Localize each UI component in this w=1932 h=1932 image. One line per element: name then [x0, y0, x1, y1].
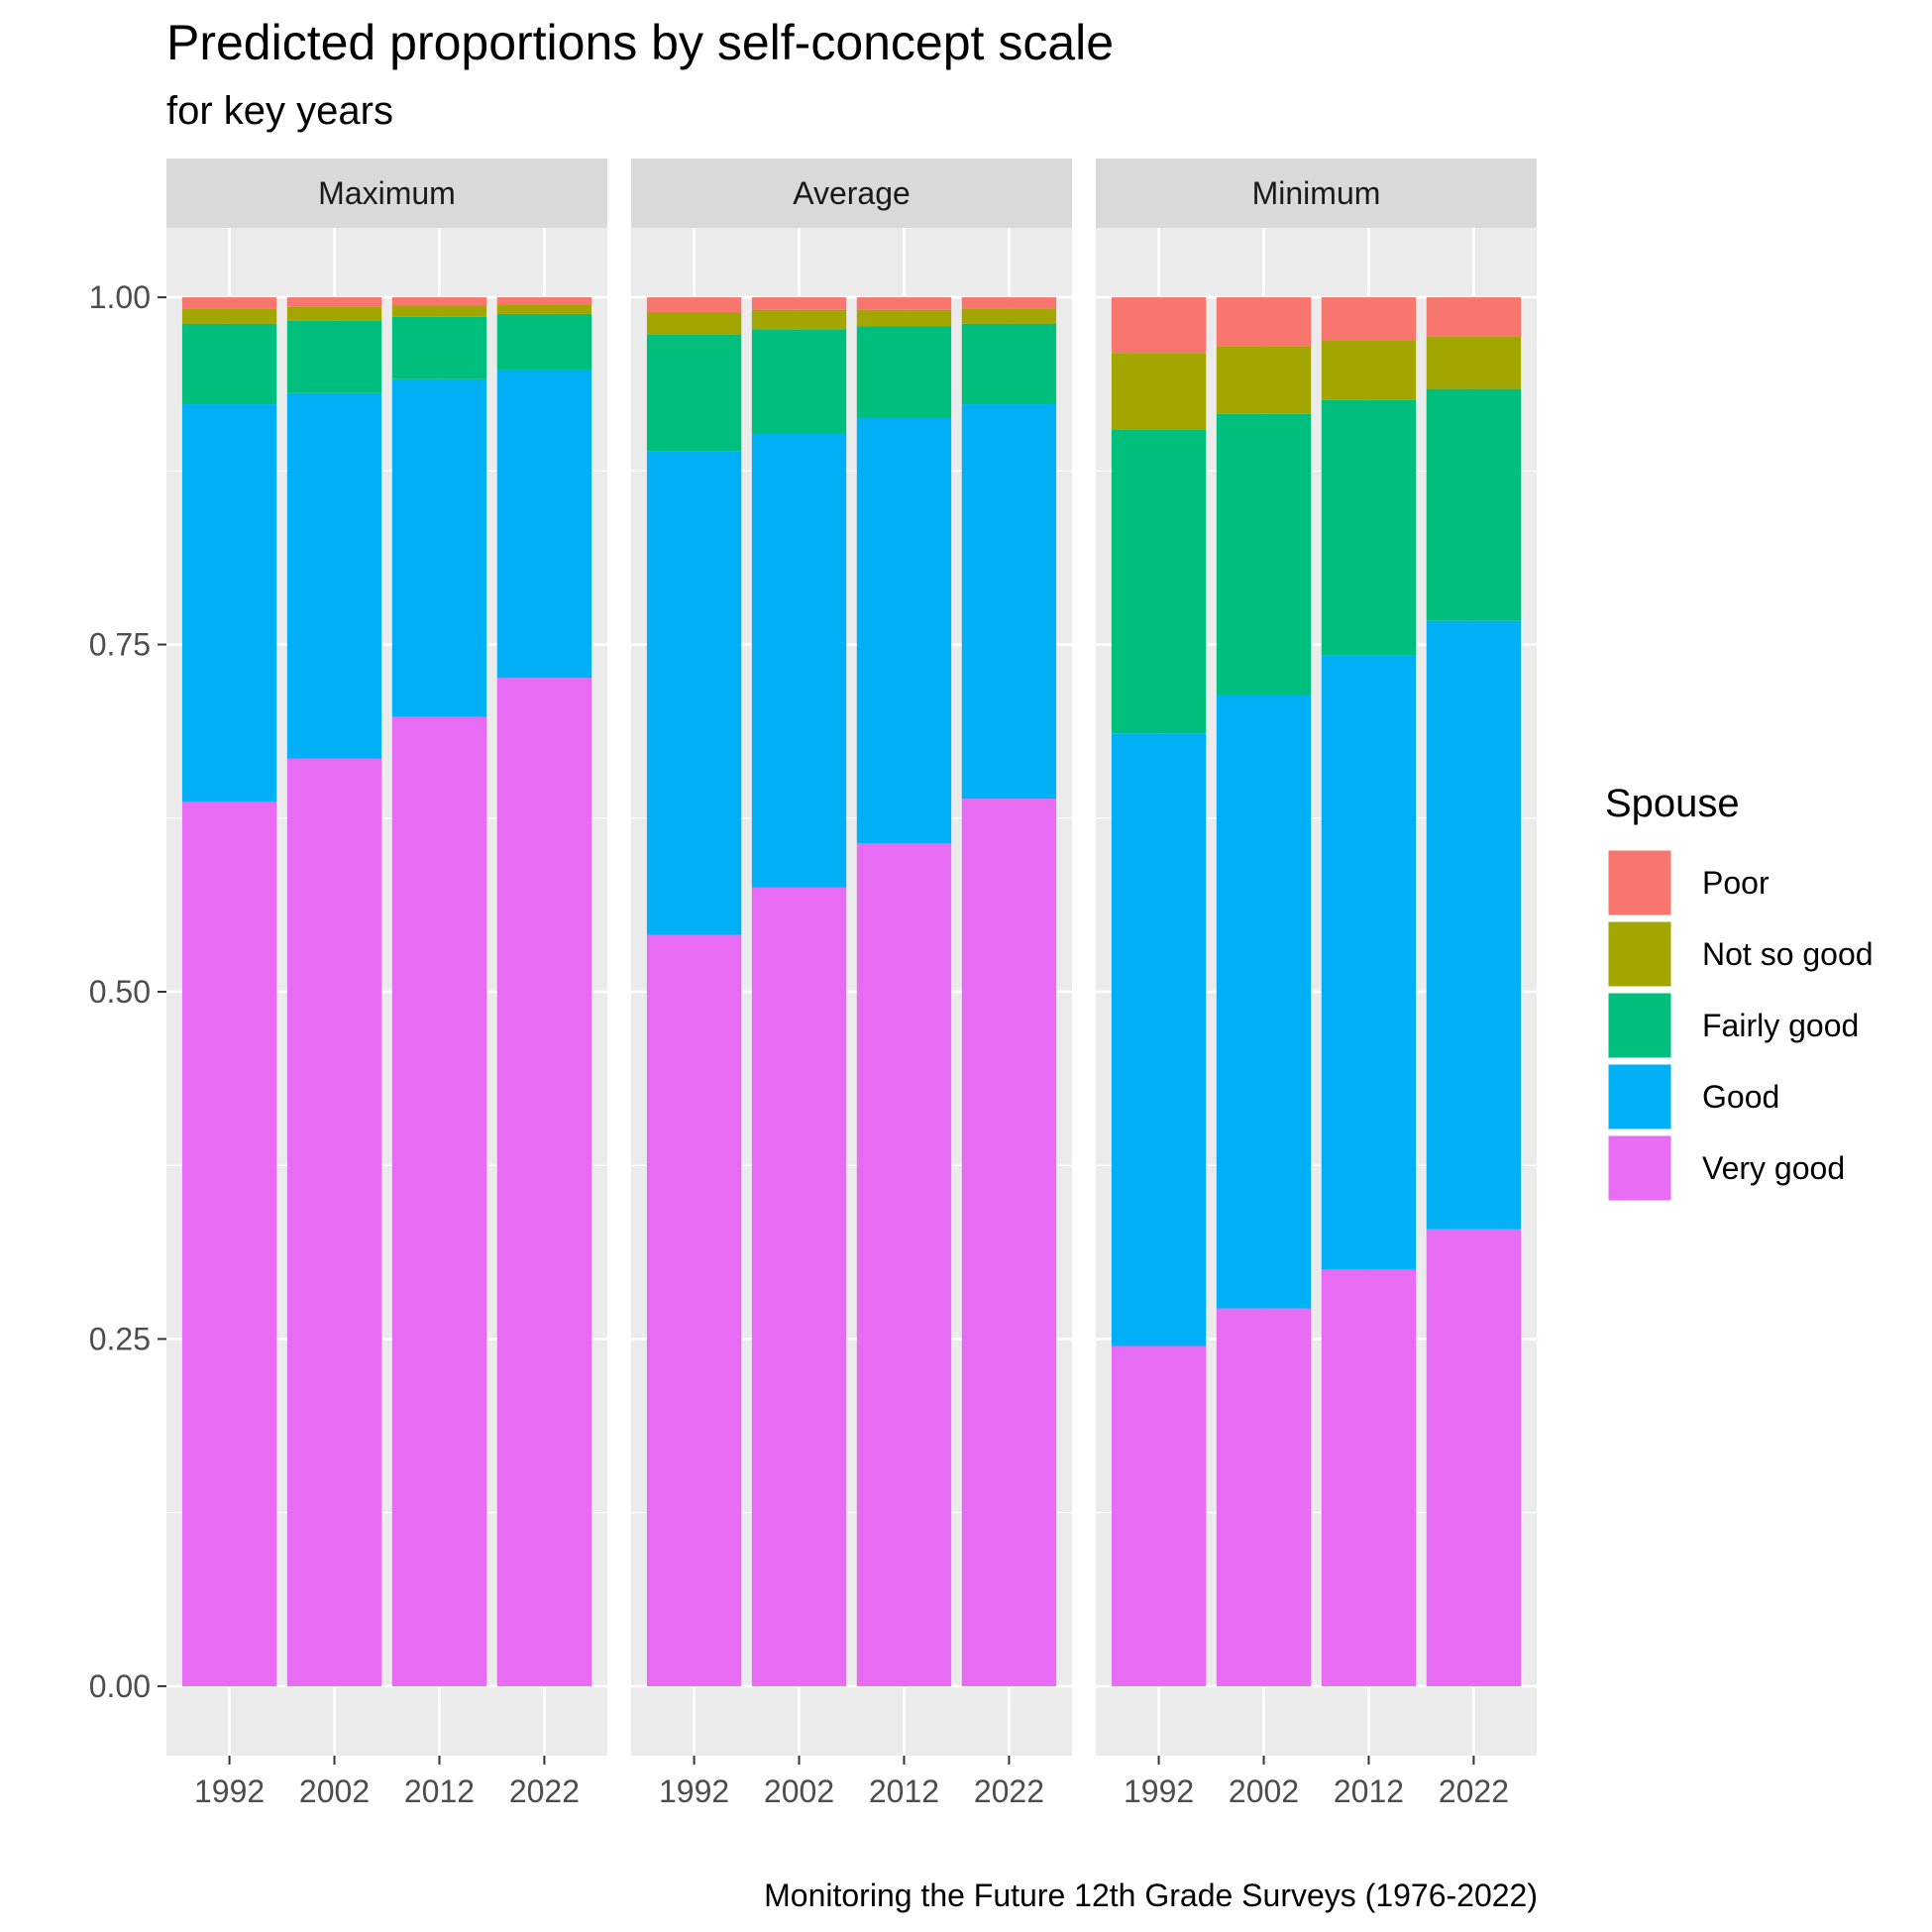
- bar-segment-very-good: [391, 716, 487, 1686]
- bar-segment-fairly-good: [961, 323, 1057, 405]
- legend-label-poor: Poor: [1702, 865, 1770, 901]
- bar-segment-good: [1216, 695, 1312, 1309]
- x-tick-label: 2012: [404, 1773, 475, 1809]
- facet-strip-minimum: [1096, 159, 1537, 228]
- legend-key-very-good: [1605, 1132, 1674, 1204]
- bar-segment-not-so-good: [856, 309, 952, 327]
- bar-segment-poor: [181, 297, 277, 309]
- y-tick-label: 0.50: [89, 974, 151, 1010]
- bar-segment-not-so-good: [1111, 353, 1207, 430]
- bar-segment-fairly-good: [1426, 388, 1522, 621]
- bar-segment-poor: [751, 297, 847, 310]
- y-tick-label: 1.00: [89, 279, 151, 315]
- bar-segment-fairly-good: [181, 323, 277, 405]
- bar-segment-good: [1321, 655, 1417, 1270]
- bar-segment-very-good: [1111, 1345, 1207, 1686]
- x-tick-label: 2002: [1229, 1773, 1299, 1809]
- bar-segment-not-so-good: [751, 309, 847, 330]
- legend-key-fairly-good: [1605, 990, 1674, 1061]
- x-tick-label: 2022: [509, 1773, 580, 1809]
- bar-segment-poor: [1321, 297, 1417, 341]
- bar-segment-fairly-good: [751, 329, 847, 434]
- bar-segment-very-good: [286, 758, 382, 1686]
- bar-segment-good: [181, 404, 277, 802]
- x-tick-label: 2022: [974, 1773, 1044, 1809]
- bar-segment-good: [1426, 620, 1522, 1230]
- bar-segment-fairly-good: [391, 316, 487, 379]
- bar-segment-not-so-good: [646, 312, 742, 335]
- bar-segment-very-good: [1321, 1269, 1417, 1686]
- bar-segment-not-so-good: [496, 304, 592, 314]
- legend-label-fairly-good: Fairly good: [1702, 1008, 1859, 1043]
- facet-label-minimum: Minimum: [1252, 175, 1381, 211]
- legend-key-poor: [1605, 847, 1674, 918]
- legend-label-very-good: Very good: [1702, 1150, 1845, 1186]
- bar-segment-very-good: [1216, 1308, 1312, 1686]
- bar-segment-not-so-good: [181, 308, 277, 324]
- x-tick-label: 2022: [1439, 1773, 1509, 1809]
- bar-segment-poor: [391, 297, 487, 306]
- bar-segment-fairly-good: [646, 334, 742, 452]
- chart-title: Predicted proportions by self-concept sc…: [166, 15, 1115, 70]
- bar-segment-poor: [1111, 297, 1207, 354]
- bar-segment-good: [856, 418, 952, 844]
- bar-segment-good: [286, 392, 382, 759]
- bar-segment-not-so-good: [1426, 336, 1522, 389]
- facet-label-maximum: Maximum: [318, 175, 456, 211]
- y-tick-label: 0.25: [89, 1321, 151, 1356]
- bar-segment-very-good: [961, 799, 1057, 1686]
- bar-segment-poor: [496, 297, 592, 305]
- bar-segment-good: [646, 451, 742, 935]
- legend-key-not-so-good: [1605, 918, 1674, 990]
- facet-label-average: Average: [793, 175, 911, 211]
- bar-segment-fairly-good: [1111, 429, 1207, 734]
- x-tick-label: 1992: [1124, 1773, 1194, 1809]
- bar-segment-not-so-good: [1216, 346, 1312, 414]
- bar-segment-fairly-good: [1321, 399, 1417, 656]
- bar-segment-very-good: [751, 887, 847, 1686]
- legend-label-good: Good: [1702, 1079, 1779, 1115]
- bar-segment-not-so-good: [1321, 340, 1417, 400]
- facet-strip-average: [631, 159, 1072, 228]
- bar-segment-fairly-good: [856, 326, 952, 419]
- bar-segment-good: [496, 369, 592, 679]
- y-tick-label: 0.00: [89, 1668, 151, 1704]
- bar-segment-poor: [286, 297, 382, 307]
- x-tick-label: 2002: [299, 1773, 370, 1809]
- bar-segment-fairly-good: [496, 313, 592, 370]
- bar-segment-poor: [961, 297, 1057, 309]
- x-tick-label: 2002: [764, 1773, 834, 1809]
- bar-segment-very-good: [646, 934, 742, 1686]
- x-tick-label: 1992: [659, 1773, 729, 1809]
- bar-segment-good: [391, 378, 487, 717]
- bar-segment-very-good: [856, 843, 952, 1686]
- legend-key-good: [1605, 1061, 1674, 1132]
- x-tick-label: 2012: [1334, 1773, 1404, 1809]
- bar-segment-good: [751, 433, 847, 888]
- bar-segment-fairly-good: [1216, 413, 1312, 696]
- bar-segment-very-good: [1426, 1229, 1522, 1686]
- x-tick-label: 1992: [194, 1773, 265, 1809]
- legend-title: Spouse: [1605, 782, 1740, 825]
- bar-segment-poor: [646, 297, 742, 313]
- bar-segment-poor: [1426, 297, 1522, 337]
- bar-segment-not-so-good: [961, 308, 1057, 324]
- bar-segment-very-good: [496, 678, 592, 1686]
- bar-segment-good: [1111, 733, 1207, 1346]
- bar-segment-poor: [1216, 297, 1312, 347]
- y-tick-label: 0.75: [89, 627, 151, 663]
- chart-caption: Monitoring the Future 12th Grade Surveys…: [764, 1878, 1538, 1913]
- bar-segment-not-so-good: [286, 306, 382, 321]
- legend-label-not-so-good: Not so good: [1702, 936, 1874, 972]
- facet-strip-maximum: [166, 159, 607, 228]
- x-tick-label: 2012: [869, 1773, 939, 1809]
- bar-segment-good: [961, 404, 1057, 800]
- bar-segment-very-good: [181, 801, 277, 1686]
- chart-subtitle: for key years: [166, 89, 393, 133]
- bar-segment-not-so-good: [391, 305, 487, 317]
- bar-segment-poor: [856, 297, 952, 310]
- bar-segment-fairly-good: [286, 320, 382, 393]
